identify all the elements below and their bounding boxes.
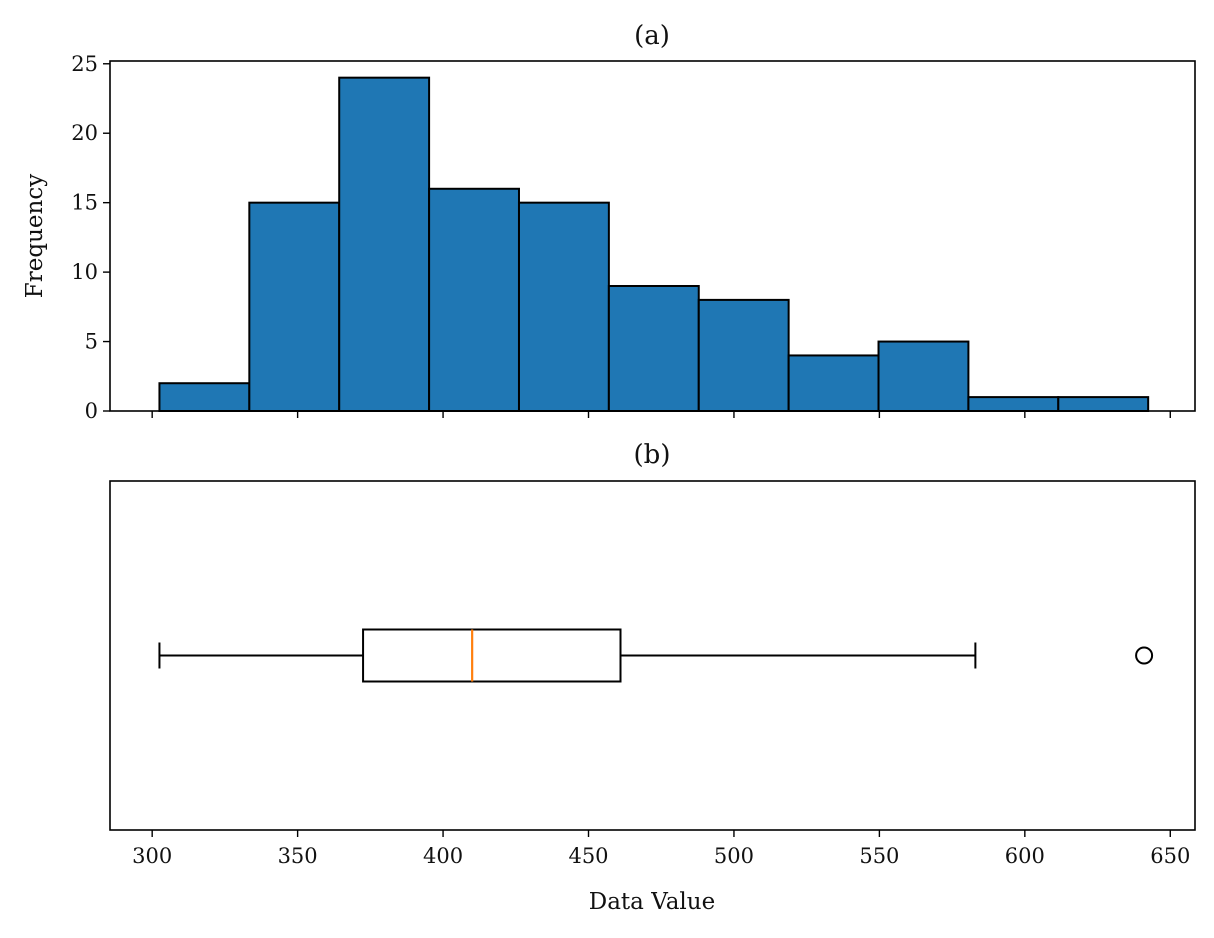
x-tick-label: 350 xyxy=(278,844,318,868)
x-tick-label: 400 xyxy=(423,844,463,868)
x-tick-label: 650 xyxy=(1150,844,1190,868)
histogram-plot-frame xyxy=(109,60,1196,412)
histogram-bar xyxy=(517,201,610,412)
histogram-bar xyxy=(697,298,790,412)
x-tick-label: 300 xyxy=(132,844,172,868)
boxplot-x-axis: 300 350 400 450 500 550 600 650 xyxy=(132,830,1190,868)
y-tick-label: 25 xyxy=(71,52,98,76)
x-tick-label: 500 xyxy=(714,844,754,868)
boxplot-plot-frame xyxy=(109,480,1196,831)
histogram-bars xyxy=(158,76,1150,413)
histogram-bar xyxy=(158,382,251,413)
histogram-bar xyxy=(967,396,1060,413)
y-tick-label: 0 xyxy=(85,399,98,423)
boxplot-title: (b) xyxy=(634,440,671,470)
histogram-bar xyxy=(607,285,700,412)
histogram-bar xyxy=(877,340,970,412)
x-tick-label: 600 xyxy=(1005,844,1045,868)
histogram-panel: (a) 0 5 10 15 20 25 Frequency xyxy=(22,21,1196,423)
histogram-y-axis: 0 5 10 15 20 25 xyxy=(71,52,110,423)
y-tick-label: 10 xyxy=(71,260,98,284)
interquartile-box xyxy=(362,628,622,683)
y-tick-label: 15 xyxy=(71,191,98,215)
histogram-title: (a) xyxy=(634,21,670,51)
outlier-point xyxy=(1135,646,1154,665)
histogram-bar xyxy=(1057,396,1150,413)
histogram-x-axis xyxy=(151,411,1171,418)
boxplot-elements xyxy=(158,628,1154,683)
x-tick-label: 550 xyxy=(859,844,899,868)
y-tick-label: 5 xyxy=(85,330,98,354)
boxplot-panel: (b) 300 350 400 450 500 550 600 650 Data Value xyxy=(109,440,1196,915)
histogram-bar xyxy=(787,354,880,413)
histogram-bar xyxy=(338,76,431,413)
histogram-bar xyxy=(248,201,341,412)
x-tick-label: 450 xyxy=(568,844,608,868)
boxplot-x-axis-label: Data Value xyxy=(589,889,715,915)
histogram-y-axis-label: Frequency xyxy=(22,174,48,298)
y-tick-label: 20 xyxy=(71,121,98,145)
histogram-bar xyxy=(428,187,520,412)
